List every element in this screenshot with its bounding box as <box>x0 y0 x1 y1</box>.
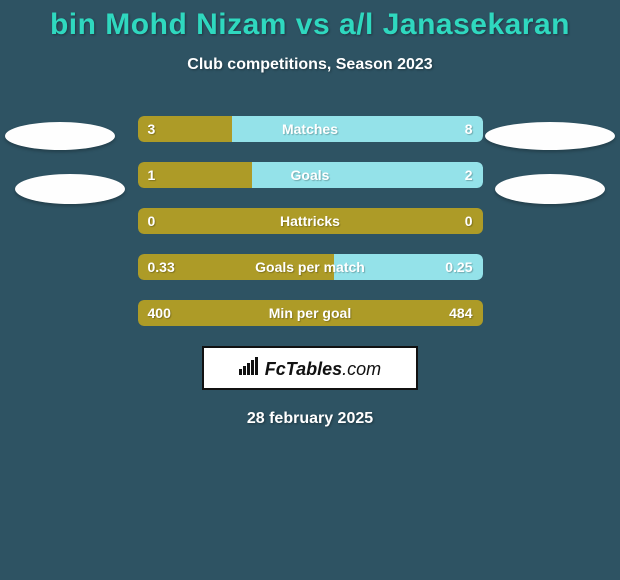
subtitle: Club competitions, Season 2023 <box>0 56 620 74</box>
brand-text: FcTables.com <box>265 359 381 380</box>
brand-name: FcTables <box>265 359 342 379</box>
value-right: 0 <box>465 208 473 234</box>
stat-label: Hattricks <box>138 208 483 234</box>
stat-row-matches: 3 Matches 8 <box>138 116 483 142</box>
player-ellipse-left-2 <box>15 174 125 204</box>
stat-row-goals-per-match: 0.33 Goals per match 0.25 <box>138 254 483 280</box>
stats-container: 3 Matches 8 1 Goals 2 0 Hattricks 0 0.33… <box>138 116 483 326</box>
bar-chart-icon <box>239 357 261 375</box>
date-text: 28 february 2025 <box>0 410 620 428</box>
value-right: 484 <box>449 300 472 326</box>
brand-inner: FcTables.com <box>239 357 381 380</box>
stat-row-goals: 1 Goals 2 <box>138 162 483 188</box>
value-right: 2 <box>465 162 473 188</box>
brand-box: FcTables.com <box>202 346 418 390</box>
stat-label: Min per goal <box>138 300 483 326</box>
stat-row-hattricks: 0 Hattricks 0 <box>138 208 483 234</box>
stat-label: Goals per match <box>138 254 483 280</box>
stat-label: Matches <box>138 116 483 142</box>
value-right: 8 <box>465 116 473 142</box>
page-title: bin Mohd Nizam vs a/l Janasekaran <box>0 0 620 42</box>
brand-domain: .com <box>342 359 381 379</box>
player-ellipse-right-1 <box>485 122 615 150</box>
player-ellipse-right-2 <box>495 174 605 204</box>
comparison-infographic: bin Mohd Nizam vs a/l Janasekaran Club c… <box>0 0 620 580</box>
player-ellipse-left-1 <box>5 122 115 150</box>
stat-label: Goals <box>138 162 483 188</box>
stat-row-min-per-goal: 400 Min per goal 484 <box>138 300 483 326</box>
value-right: 0.25 <box>445 254 472 280</box>
